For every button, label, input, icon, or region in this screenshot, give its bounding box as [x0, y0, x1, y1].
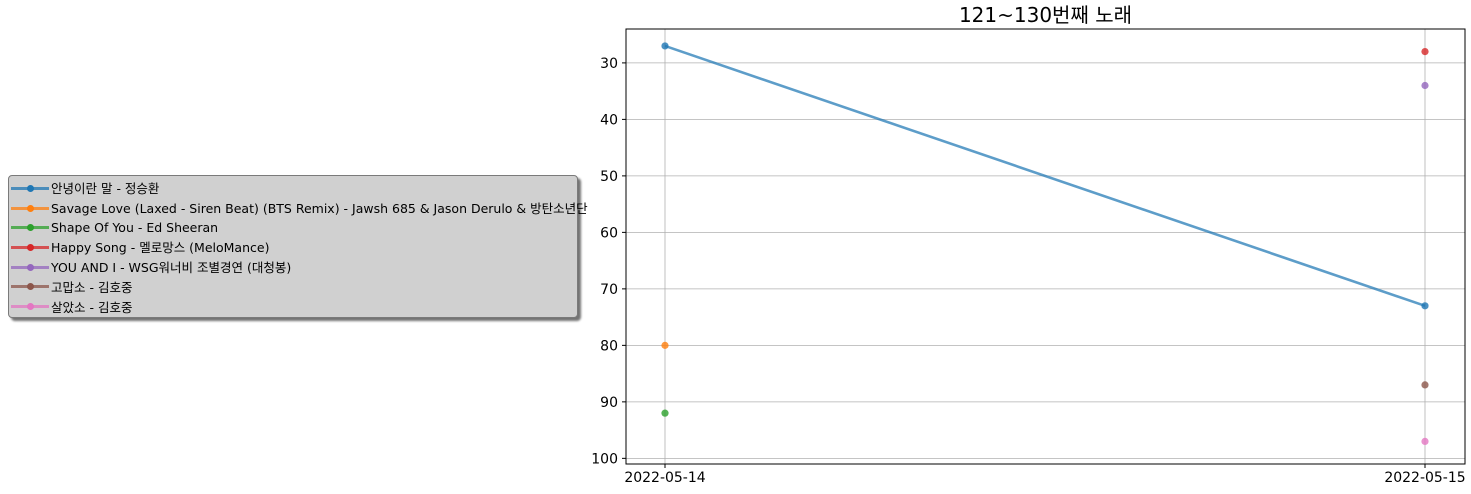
legend-swatch — [11, 202, 49, 214]
x-tick-label: 2022-05-15 — [1384, 470, 1465, 486]
data-point — [1421, 81, 1429, 90]
legend-label: 살았소 - 김호중 — [51, 299, 133, 315]
y-tick-label: 60 — [600, 225, 618, 241]
x-tick-label: 2022-05-14 — [624, 470, 705, 486]
legend-label: Happy Song - 멜로망스 (MeloMance) — [51, 240, 270, 256]
data-point — [661, 42, 669, 50]
chart-title: 121~130번째 노래 — [959, 3, 1132, 27]
legend-label: 고맙소 - 김호중 — [51, 279, 133, 295]
y-tick-label: 40 — [600, 112, 618, 128]
series-layer — [661, 42, 1429, 446]
legend-swatch — [11, 241, 49, 253]
y-tick-label: 50 — [600, 169, 618, 185]
legend-swatch — [11, 221, 49, 233]
legend-item: YOU AND I - WSG워너비 조별경연 (대청봉) — [9, 257, 291, 277]
legend-label: Savage Love (Laxed - Siren Beat) (BTS Re… — [51, 201, 588, 217]
legend-label: YOU AND I - WSG워너비 조별경연 (대청봉) — [51, 260, 292, 276]
legend-swatch — [11, 182, 49, 194]
legend-item: Shape Of You - Ed Sheeran — [9, 217, 218, 237]
data-point — [1421, 381, 1429, 389]
data-point — [661, 409, 669, 417]
legend-swatch — [11, 261, 49, 273]
series-line — [664, 44, 1426, 308]
legend-item: Savage Love (Laxed - Siren Beat) (BTS Re… — [9, 198, 588, 218]
legend-item: Happy Song - 멜로망스 (MeloMance) — [9, 237, 269, 257]
y-tick-label: 70 — [600, 282, 618, 298]
legend-item: 살았소 - 김호중 — [9, 296, 132, 316]
y-tick-label: 30 — [600, 56, 618, 72]
legend-label: Shape Of You - Ed Sheeran — [51, 219, 219, 235]
chart-legend: 안녕이란 말 - 정승환 Savage Love (Laxed - Siren B… — [8, 175, 588, 318]
data-point — [1421, 47, 1429, 56]
legend-item: 안녕이란 말 - 정승환 — [9, 178, 159, 198]
legend-swatch — [11, 280, 49, 292]
y-tick-label: 100 — [591, 451, 618, 467]
data-point — [1421, 302, 1429, 310]
data-point — [1421, 437, 1429, 446]
legend-item: 고맙소 - 김호중 — [9, 277, 132, 297]
grid-layer — [626, 29, 1465, 464]
axis-layer: 30 40 50 60 70 80 90 100 2022-05-14 2022-05-15 — [591, 56, 1465, 486]
data-point — [661, 341, 669, 349]
legend-swatch — [11, 300, 49, 312]
legend-label: 안녕이란 말 - 정승환 — [51, 181, 160, 197]
plot-frame — [625, 28, 1466, 465]
y-tick-label: 90 — [600, 395, 618, 411]
y-tick-label: 80 — [600, 338, 618, 354]
